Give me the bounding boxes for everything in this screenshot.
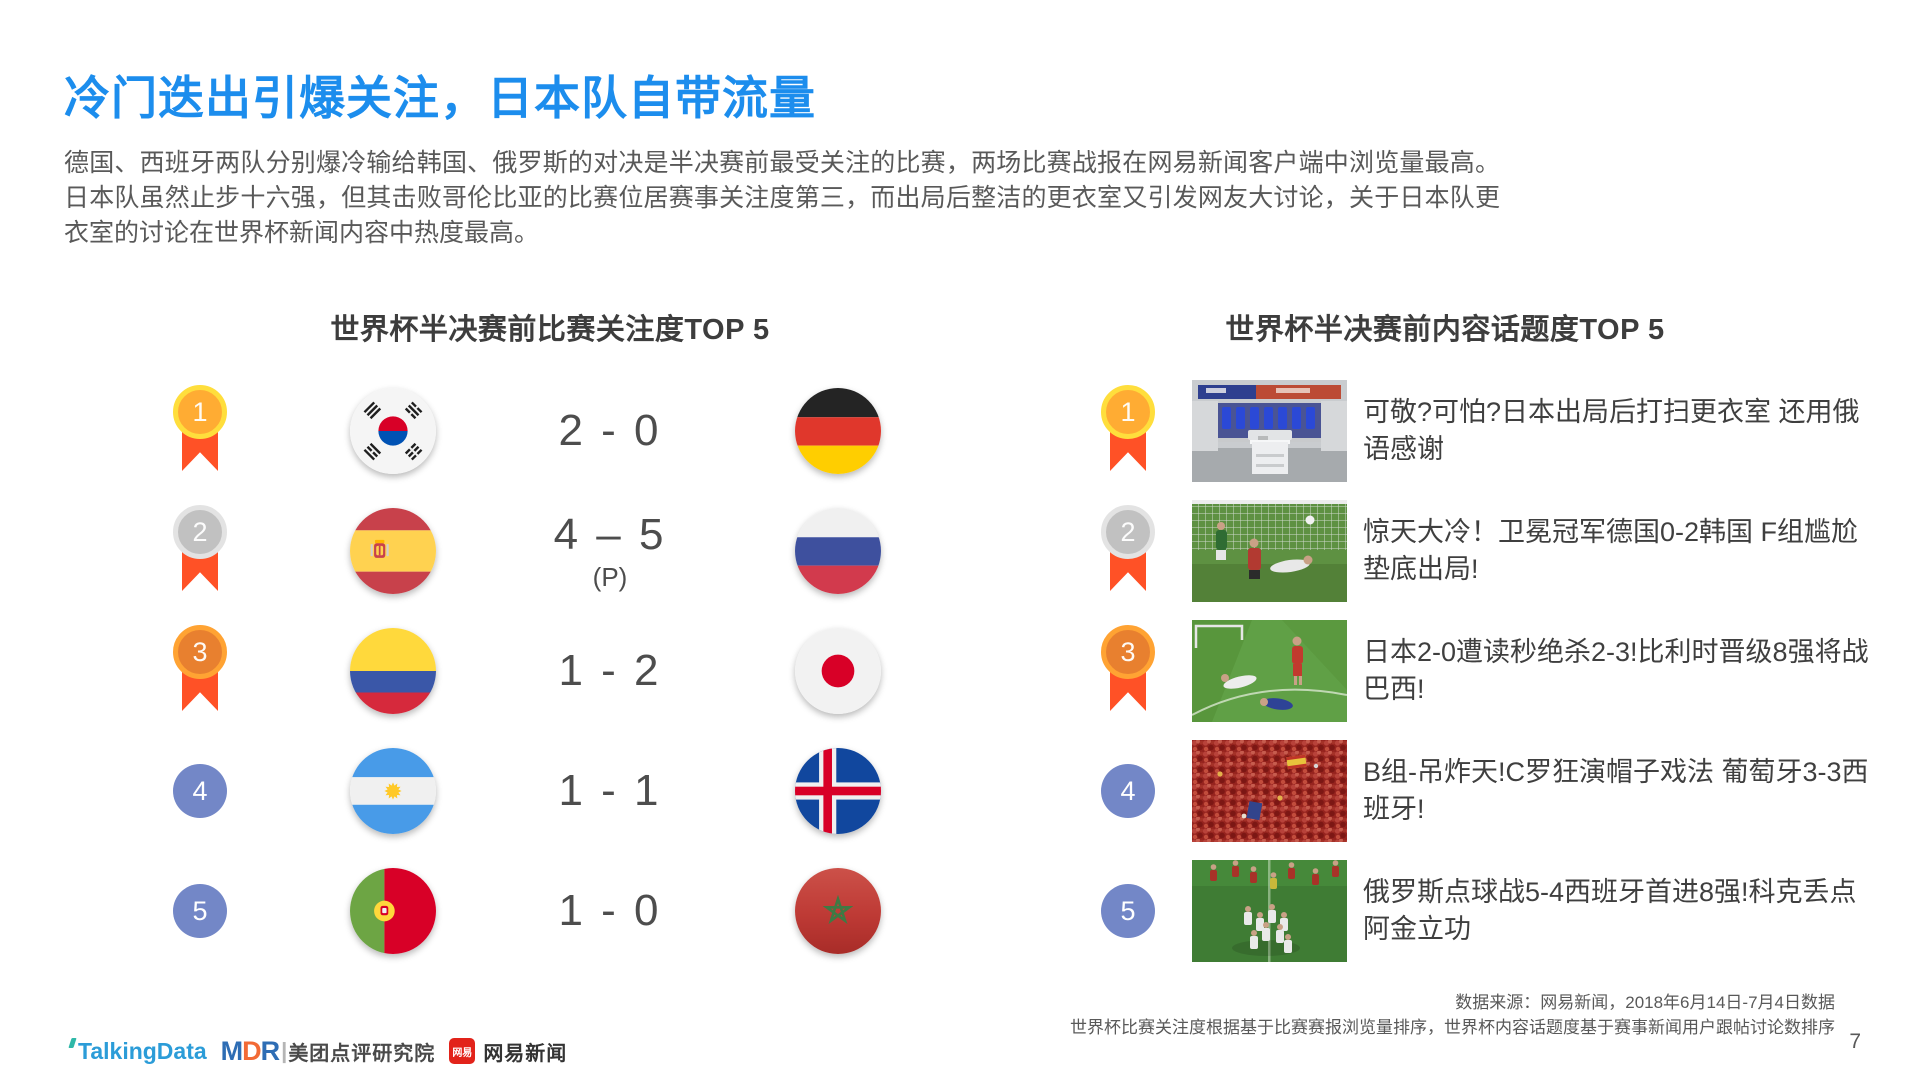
bronze-medal-icon: 3: [173, 625, 227, 717]
data-source-line: 数据来源：网易新闻，2018年6月14日-7月4日数据: [1455, 993, 1835, 1012]
rank-number: 5: [1120, 895, 1136, 926]
goal-scene-thumbnail: [1192, 500, 1347, 602]
talkingdata-logo-text: TalkingData: [78, 1037, 207, 1064]
portugal-flag-icon: [350, 868, 436, 954]
topic-row-4: 4 B组-: [1080, 731, 1880, 851]
colombia-flag-icon: [350, 628, 436, 714]
match-row-3: 3 1 - 2: [150, 611, 930, 731]
rank-number: 5: [192, 895, 208, 926]
netease-badge-text: 网易: [452, 1047, 473, 1059]
gold-medal-icon: 1: [1101, 385, 1155, 477]
germany-flag-icon: [795, 388, 881, 474]
mdr-letter-r: R: [260, 1035, 280, 1066]
rank-badge: 4: [173, 764, 227, 818]
intro-paragraph: 德国、西班牙两队分别爆冷输给韩国、俄罗斯的对决是半决赛前最受关注的比赛，两场比赛…: [64, 149, 1500, 247]
match-row-5: 5 1 - 0: [150, 851, 930, 971]
south-korea-flag-icon: [350, 388, 436, 474]
left-panel-title: 世界杯半决赛前比赛关注度TOP 5: [330, 314, 770, 346]
right-panel-title: 世界杯半决赛前内容话题度TOP 5: [1225, 314, 1665, 346]
netease-news-label: 网易新闻: [483, 1042, 568, 1065]
match-score: 4 – 5: [553, 509, 667, 559]
morocco-flag-icon: [795, 868, 881, 954]
match-row-1: 1: [150, 371, 930, 491]
silver-medal-icon: 2: [1101, 505, 1155, 597]
iceland-flag-icon: [795, 748, 881, 834]
rank-badge: 4: [1101, 764, 1155, 818]
locker-room-thumbnail: [1192, 380, 1347, 482]
talkingdata-tick-icon: [68, 1037, 77, 1048]
rank-number: 2: [192, 516, 208, 547]
rank-number: 2: [1120, 516, 1136, 547]
match-row-4: 4 1 - 1: [150, 731, 930, 851]
match-score: 1 - 2: [558, 646, 662, 695]
news-headline: 惊天大冷！卫冕冠军德国0-2韩国 F组尴尬垫底出局!: [1363, 517, 1859, 584]
penalty-note: (P): [592, 561, 628, 592]
japan-flag-icon: [795, 628, 881, 714]
rank-badge: 5: [1101, 884, 1155, 938]
rank-badge: 5: [173, 884, 227, 938]
footer-logos: TalkingData M D R | 美团点评研究院 网易 网易新闻: [68, 1036, 568, 1067]
topic-row-3: 3 日本2-0遭读秒绝杀2-3!比利时晋级8强将战巴西!: [1080, 611, 1880, 731]
rank-number: 3: [1120, 636, 1136, 667]
mdr-logo: M D R | 美团点评研究院: [221, 1036, 436, 1067]
bronze-medal-icon: 3: [1101, 625, 1155, 717]
pitch-players-thumbnail: [1192, 620, 1347, 722]
rank-number: 4: [192, 775, 208, 806]
news-headline: B组-吊炸天!C罗狂演帽子戏法 葡萄牙3-3西班牙!: [1363, 757, 1869, 824]
mdr-letter-m: M: [220, 1035, 243, 1066]
rank-number: 4: [1120, 775, 1136, 806]
meituan-dianping-institute-label: 美团点评研究院: [288, 1042, 436, 1065]
page-number: 7: [1849, 1030, 1861, 1053]
match-row-2: 2 4 – 5 (P): [150, 491, 930, 611]
rank-number: 1: [1120, 396, 1136, 427]
topic-row-2: 2 惊天大冷！卫冕冠军德国0-2韩国 F组尴尬垫底出局!: [1080, 491, 1880, 611]
rank-number: 3: [192, 636, 208, 667]
topic-row-1: 1 可敬?可怕?日本出局后打扫更衣室 还: [1080, 371, 1880, 491]
talkingdata-logo: TalkingData: [68, 1037, 207, 1065]
silver-medal-icon: 2: [173, 505, 227, 597]
mdr-letter-d: D: [242, 1035, 261, 1066]
news-headline: 可敬?可怕?日本出局后打扫更衣室 还用俄语感谢: [1363, 397, 1860, 464]
argentina-flag-icon: [350, 748, 436, 834]
match-score: 1 - 1: [558, 766, 662, 815]
gold-medal-icon: 1: [173, 385, 227, 477]
news-headline: 俄罗斯点球战5-4西班牙首进8强!科克丢点阿金立功: [1363, 877, 1857, 944]
topic-row-5: 5: [1080, 851, 1880, 971]
spain-flag-icon: [350, 508, 436, 594]
method-note-line: 世界杯比赛关注度根据基于比赛赛报浏览量排序，世界杯内容话题度基于赛事新闻用户跟帖…: [1070, 1018, 1835, 1037]
match-score: 1 - 0: [558, 886, 662, 935]
rank-number: 1: [192, 396, 208, 427]
celebration-thumbnail: [1192, 860, 1347, 962]
logo-divider: |: [281, 1038, 287, 1063]
match-score: 2 - 0: [558, 406, 662, 455]
netease-badge-icon: 网易: [449, 1038, 476, 1064]
russia-flag-icon: [795, 508, 881, 594]
fans-crowd-thumbnail: [1192, 740, 1347, 842]
page-title: 冷门迭出引爆关注，日本队自带流量: [64, 72, 816, 124]
news-headline: 日本2-0遭读秒绝杀2-3!比利时晋级8强将战巴西!: [1363, 637, 1869, 704]
